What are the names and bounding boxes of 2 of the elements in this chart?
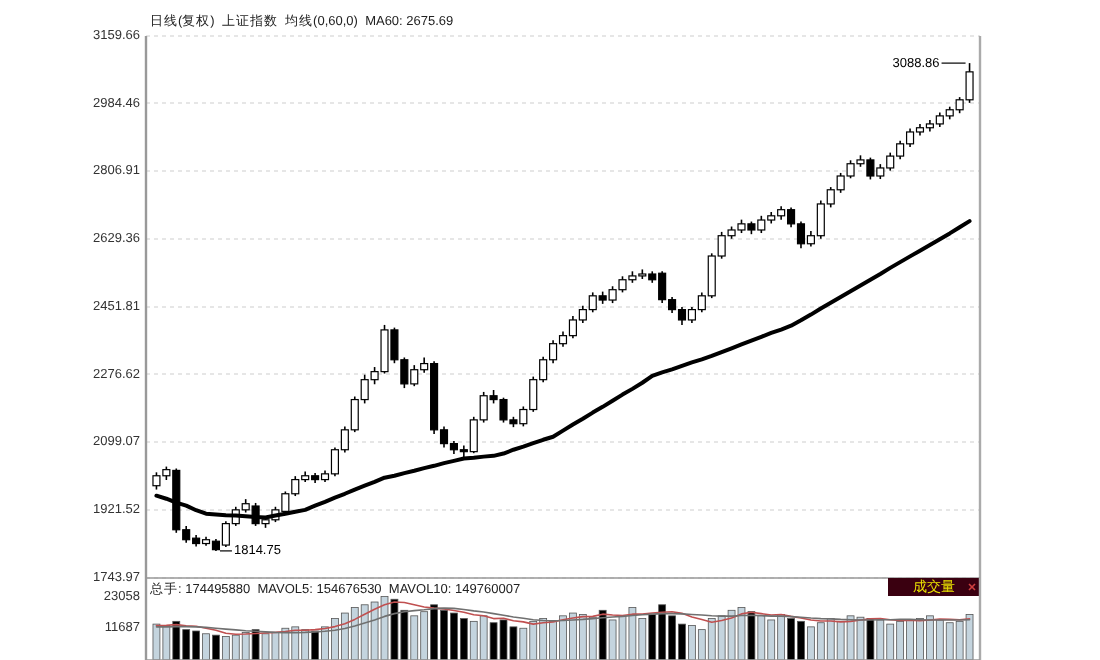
- line-series: [155, 601, 971, 636]
- line-series: [155, 607, 971, 634]
